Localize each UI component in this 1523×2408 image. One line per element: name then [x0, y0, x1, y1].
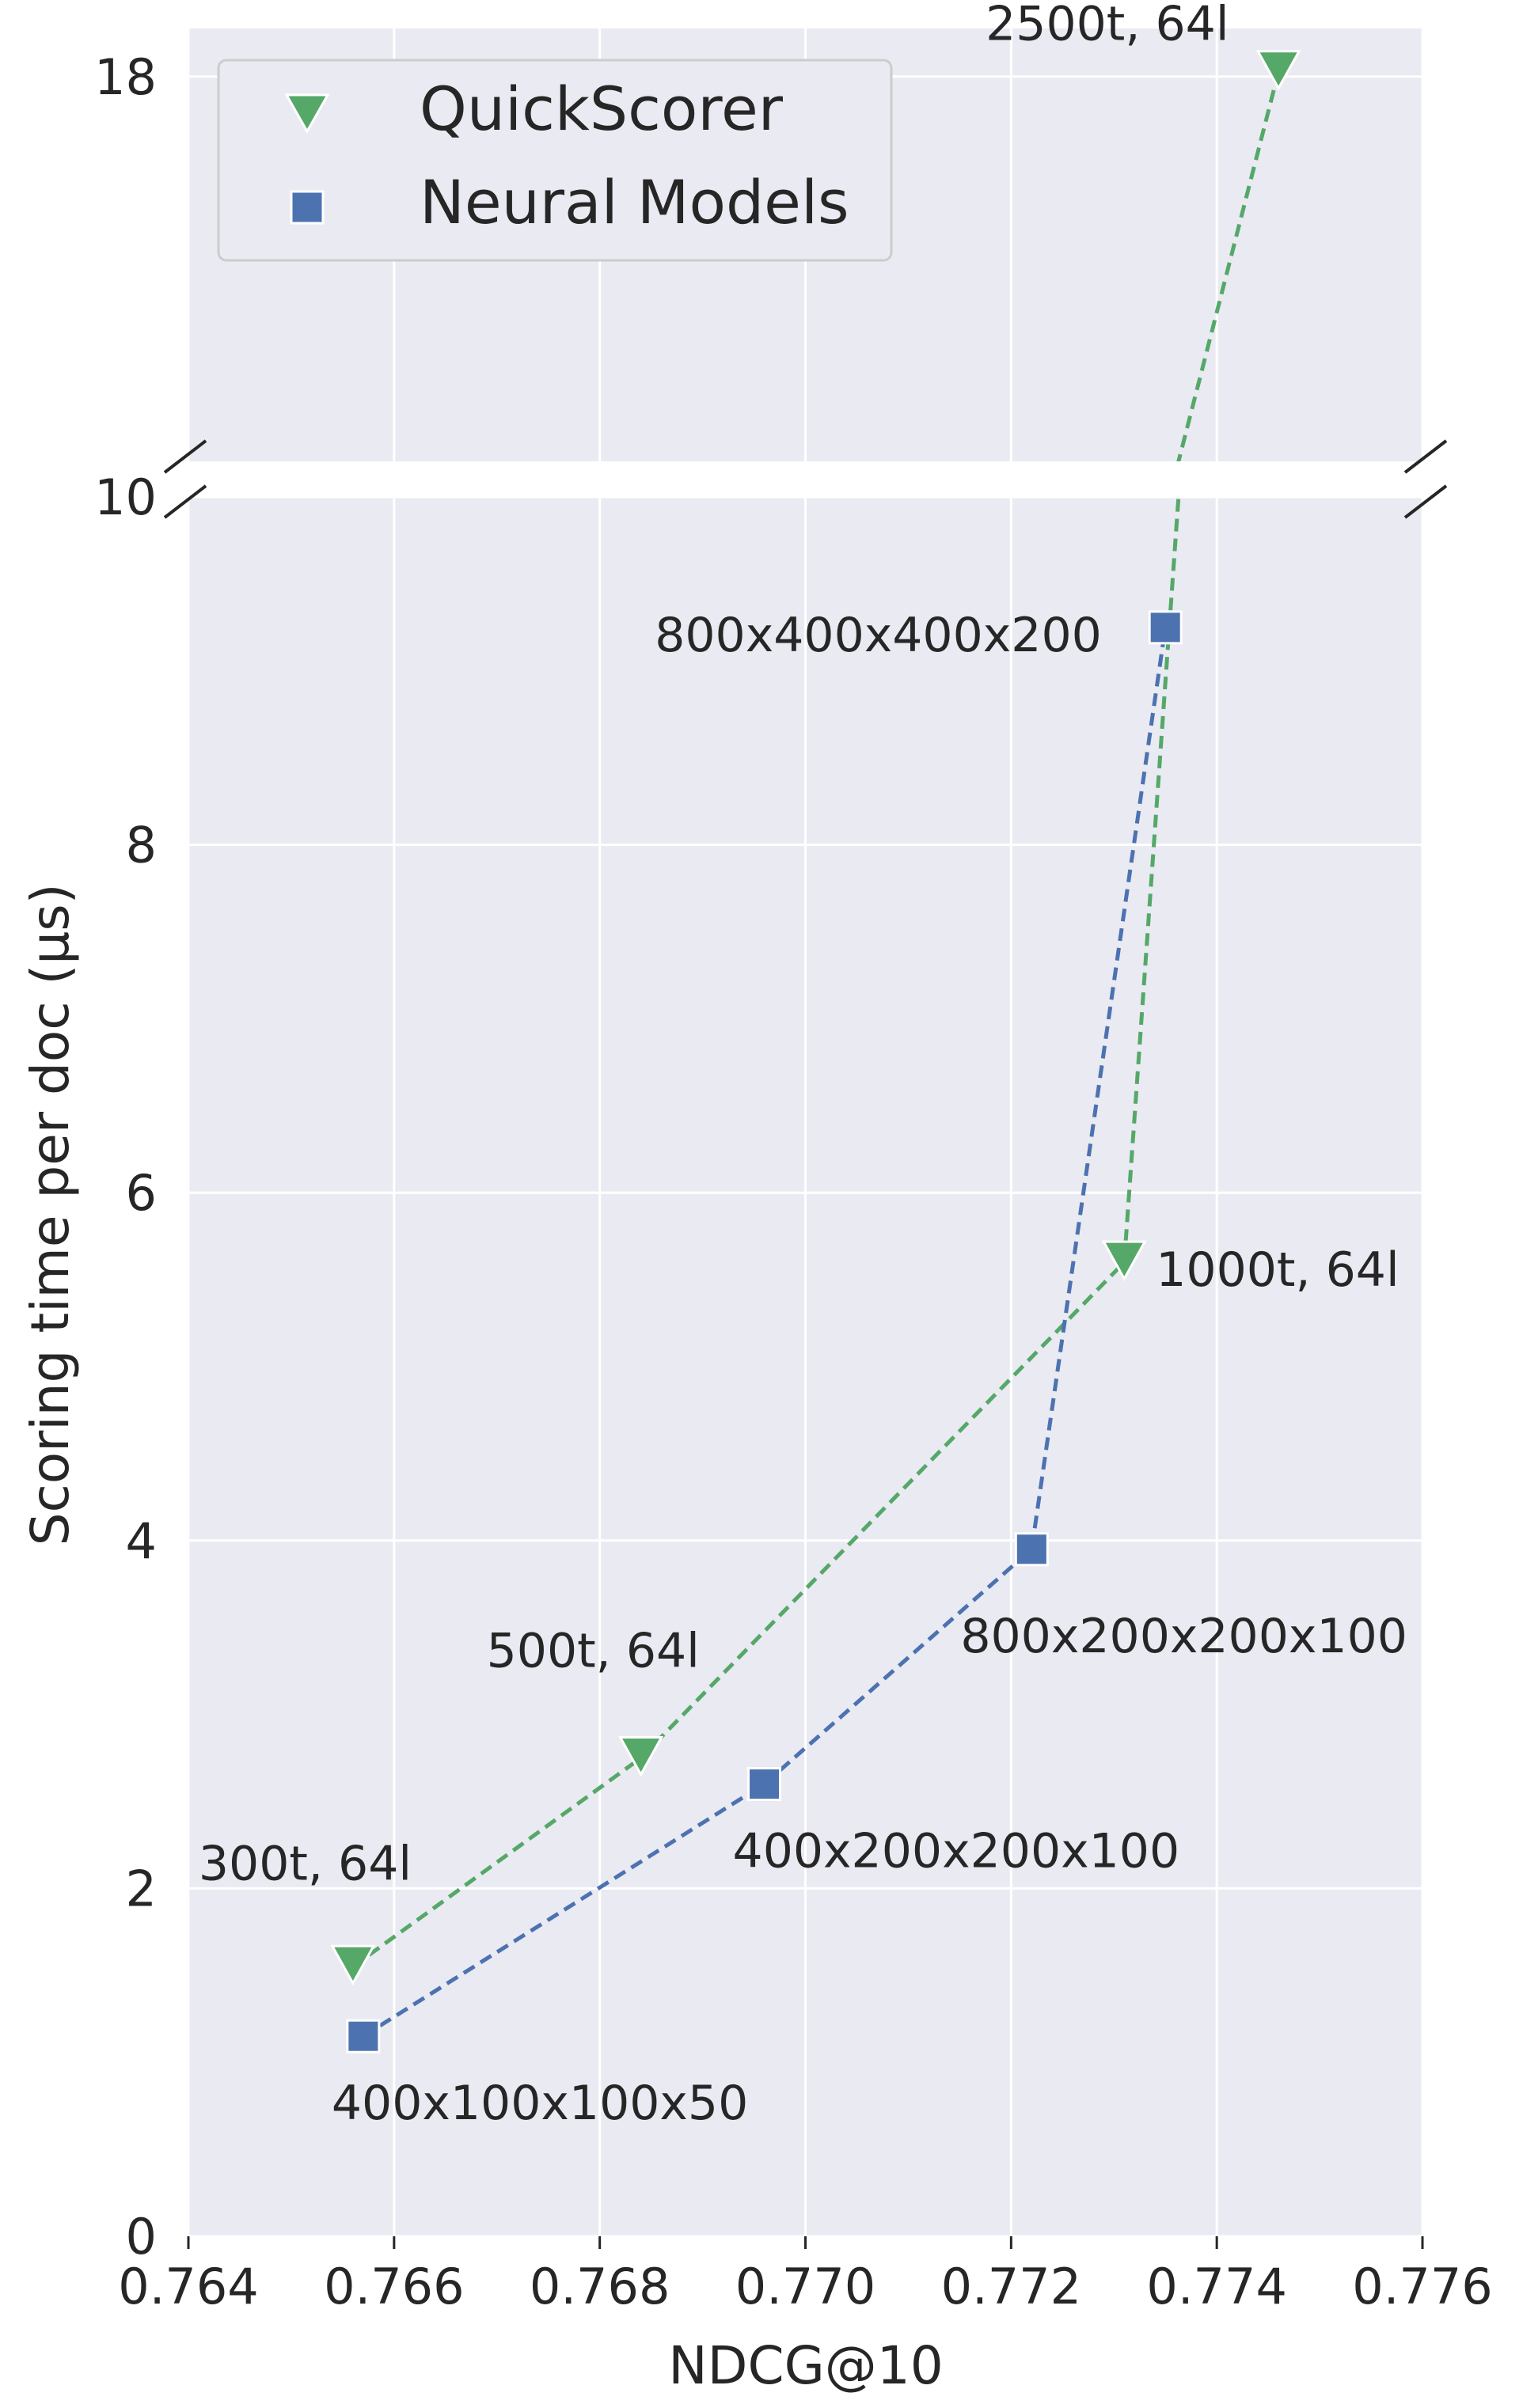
- x-tick-label-5: 0.774: [1146, 2258, 1287, 2315]
- neural-models-marker-3: [1148, 610, 1183, 645]
- break-mark-left-lower: [163, 484, 207, 519]
- legend-marker-neural-models: [290, 190, 325, 225]
- y-axis-label: Scoring time per doc (μs): [20, 884, 81, 1546]
- x-tick-label-3: 0.770: [735, 2258, 876, 2315]
- quickscorer-point-label-2: 1000t, 64l: [1156, 1242, 1399, 1298]
- break-mark-right-upper: [1403, 439, 1448, 474]
- quickscorer-marker-1: [618, 1736, 664, 1777]
- quickscorer-marker-3: [1255, 50, 1301, 91]
- x-tick-label-4: 0.772: [941, 2258, 1082, 2315]
- neural-models-point-label-3: 800x400x400x200: [655, 608, 1102, 663]
- neural-models-point-label-2: 800x200x200x100: [960, 1609, 1407, 1664]
- y-tick-label-lower-0: 0: [126, 2208, 157, 2266]
- neural-models-marker-1: [747, 1767, 782, 1802]
- legend: QuickScorer Neural Models: [217, 59, 893, 262]
- point-labels: 300t, 64l 500t, 64l 1000t, 64l 2500t, 64l 40…: [199, 0, 1407, 2131]
- legend-label-quickscorer: QuickScorer: [420, 74, 784, 144]
- legend-marker-quickscorer: [284, 93, 330, 135]
- y-tick-label-upper-0: 18: [94, 48, 157, 106]
- x-axis-label: NDCG@10: [668, 2335, 943, 2396]
- neural-models-point-label-0: 400x100x100x50: [332, 2076, 748, 2131]
- x-tick-label-0: 0.764: [118, 2258, 259, 2315]
- x-tick-label-1: 0.766: [324, 2258, 465, 2315]
- y-tick-label-lower-4: 8: [126, 817, 157, 874]
- y-tick-label-lower-3: 6: [126, 1164, 157, 1222]
- axis-ticks: 0.764 0.766 0.768 0.770 0.772 0.774 0.776 0 2 4 6 8…: [94, 48, 1493, 2315]
- quickscorer-point-label-0: 300t, 64l: [199, 1836, 412, 1891]
- neural-models-line-lower: [362, 627, 1168, 2038]
- data-markers: [330, 50, 1301, 2053]
- quickscorer-line-lower: [351, 497, 1181, 1969]
- x-tick-label-2: 0.768: [530, 2258, 670, 2315]
- break-mark-left-upper: [163, 439, 207, 474]
- neural-models-marker-2: [1014, 1532, 1049, 1567]
- axis-break-marks: [163, 439, 1448, 519]
- quickscorer-point-label-3: 2500t, 64l: [986, 0, 1229, 52]
- series-lines: [351, 71, 1281, 2038]
- legend-label-neural-models: Neural Models: [420, 167, 849, 237]
- neural-models-point-label-1: 400x200x200x100: [733, 1824, 1180, 1879]
- quickscorer-marker-0: [330, 1944, 376, 1986]
- legend-box: [217, 59, 893, 262]
- y-tick-label-lower-2: 4: [126, 1512, 157, 1570]
- quickscorer-marker-2: [1101, 1240, 1147, 1282]
- break-mark-right-lower: [1403, 484, 1448, 519]
- x-tick-label-6: 0.776: [1352, 2258, 1493, 2315]
- y-tick-label-lower-1: 2: [126, 1860, 157, 1917]
- neural-models-marker-0: [346, 2019, 381, 2053]
- quickscorer-point-label-1: 500t, 64l: [487, 1624, 700, 1679]
- y-tick-label-lower-5: 10: [94, 468, 157, 526]
